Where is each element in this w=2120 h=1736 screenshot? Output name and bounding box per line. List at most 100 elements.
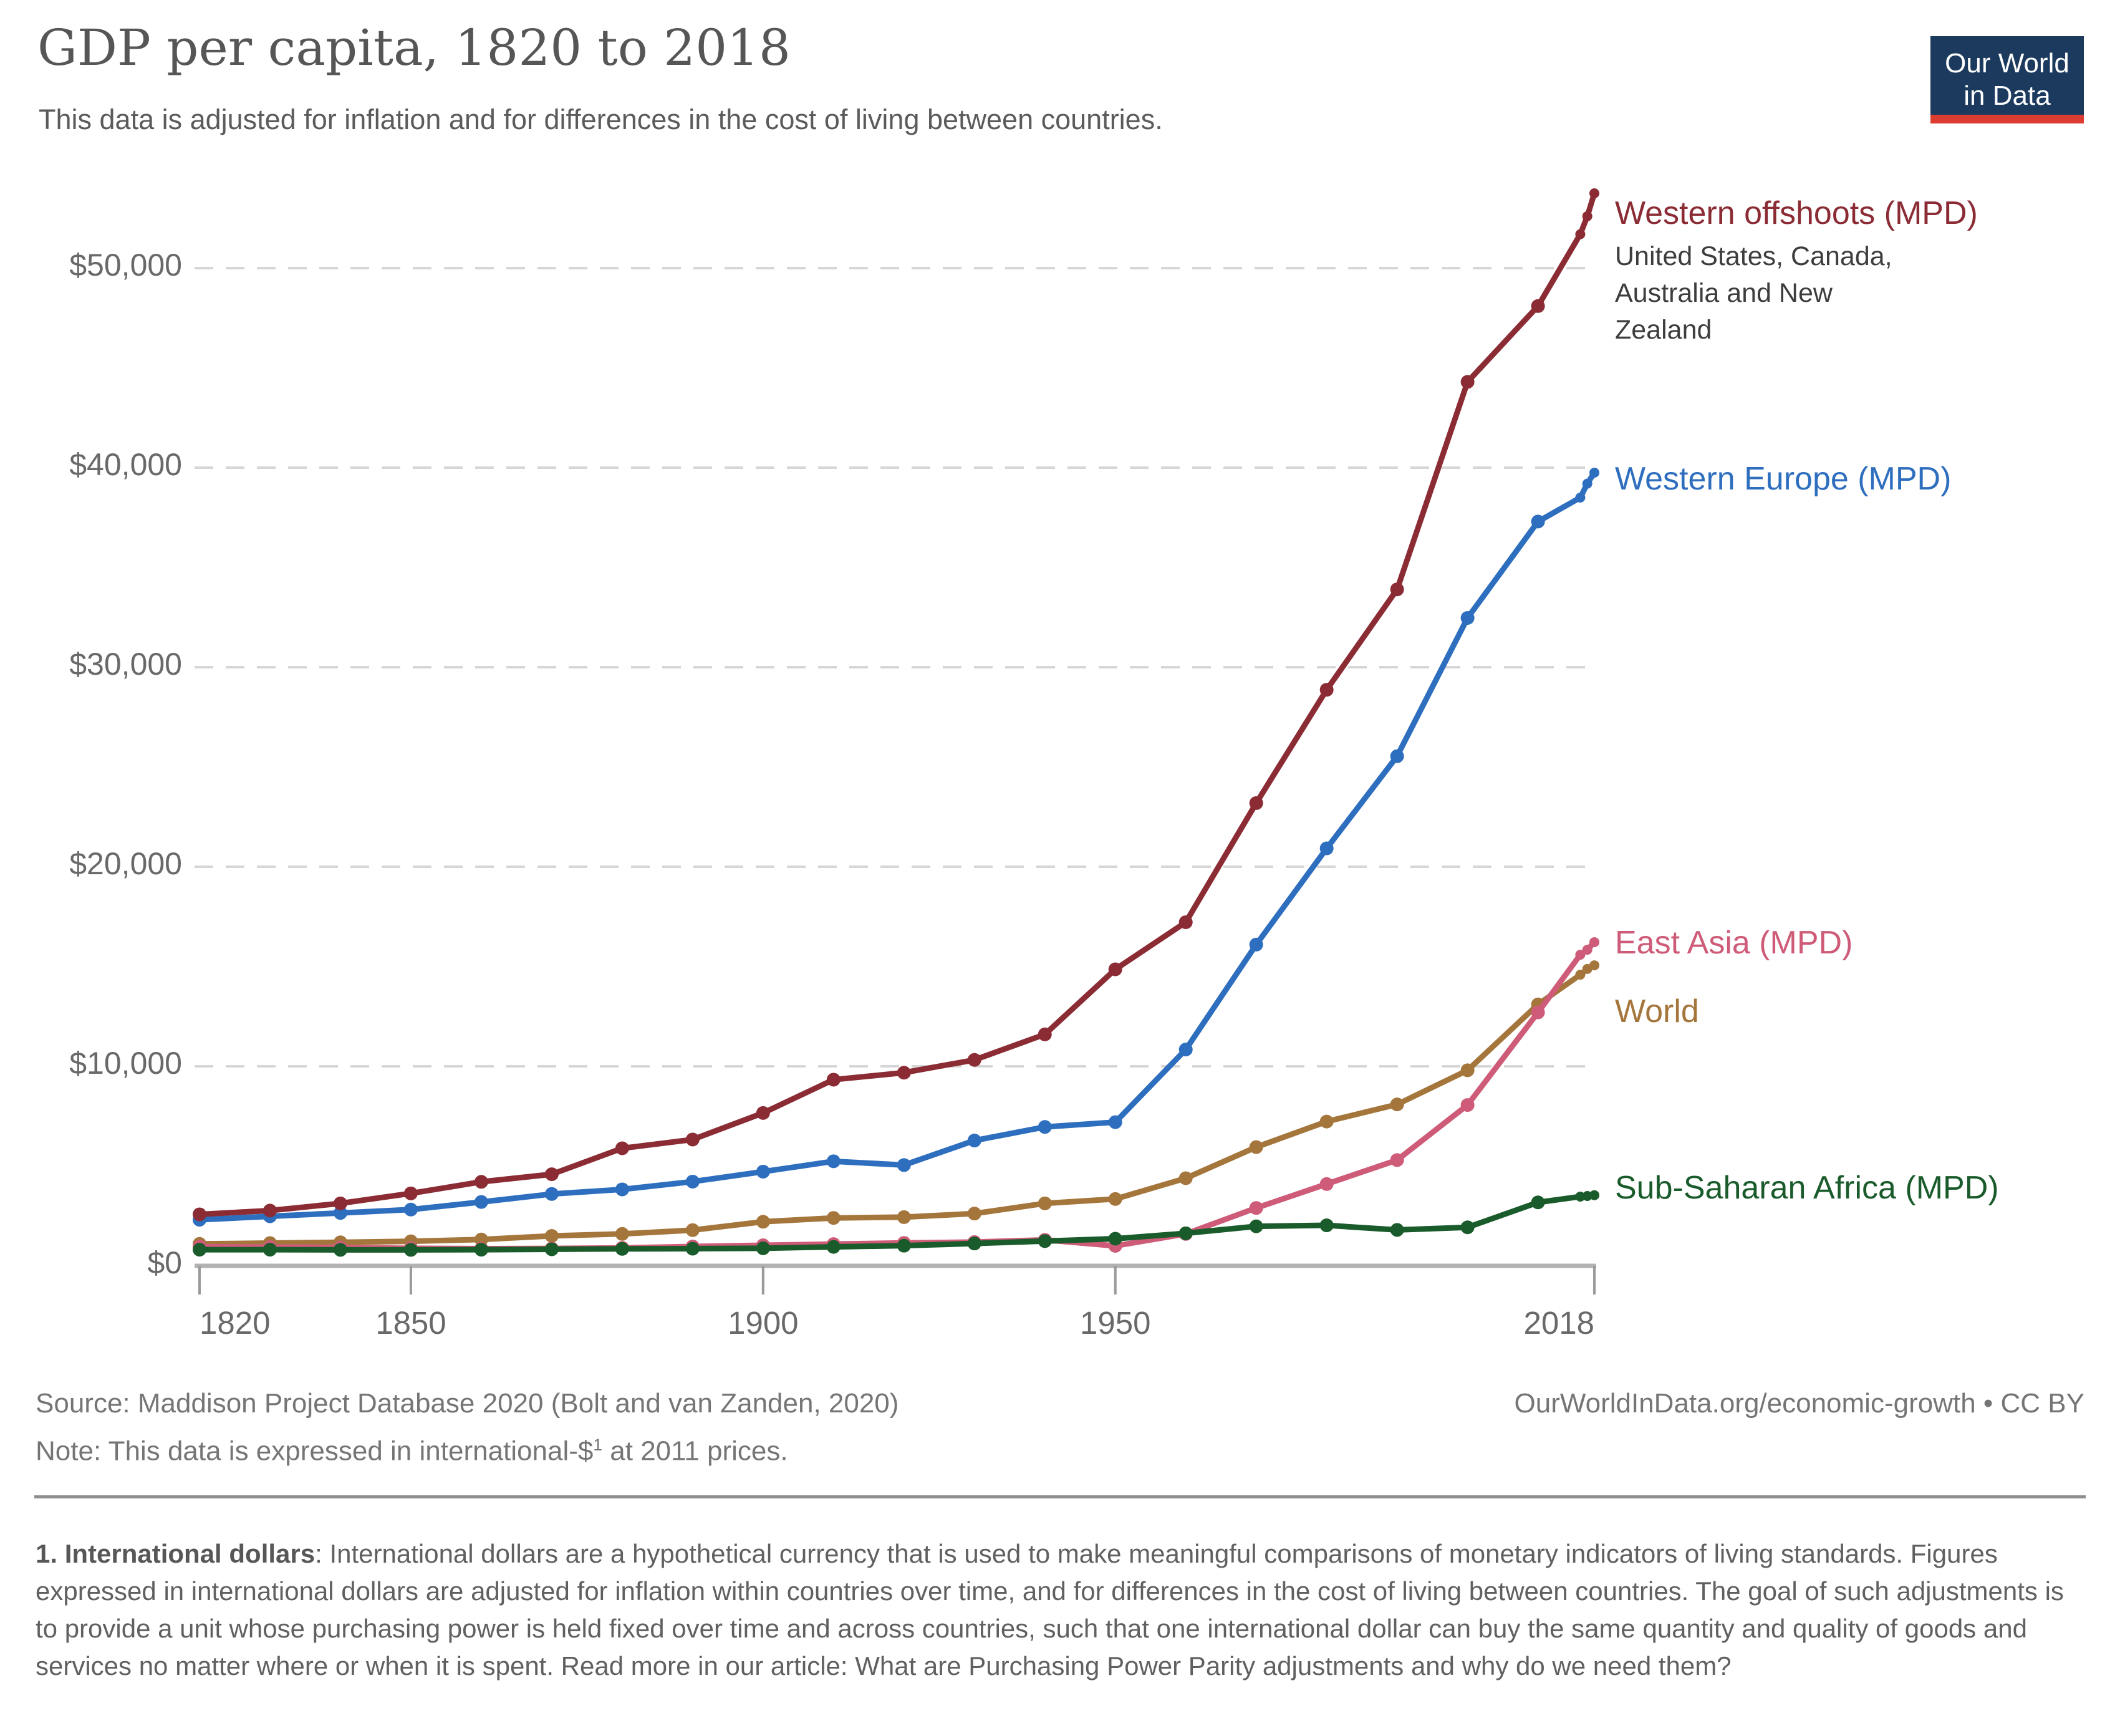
series-point [826,1240,841,1254]
series-point [263,1203,277,1218]
series-point [1460,1220,1475,1235]
series-line-2 [196,939,1597,1251]
series-point [826,1073,841,1087]
series-point [1038,1234,1052,1248]
series-line-4 [196,1192,1597,1253]
series-point [544,1242,559,1256]
series-label-east-asia: East Asia (MPD) [1615,925,1853,961]
series-point [263,1243,277,1257]
series-point [403,1186,418,1200]
series-point [474,1243,488,1257]
series-point [1108,1232,1122,1246]
series-label-world: World [1615,993,1699,1030]
series-point [826,1237,841,1251]
y-axis-tick-label: $40,000 [69,447,182,482]
attribution-link: OurWorldInData.org/economic-growth • CC … [1514,1388,2084,1419]
series-point [1108,1192,1122,1206]
x-axis-tick-label: 1950 [1080,1305,1151,1341]
x-axis-tick-label: 1820 [200,1305,271,1341]
series-point [474,1232,488,1247]
owid-logo-line1: Our World [1945,48,2069,79]
series-point [1589,1190,1599,1200]
series-point [474,1175,488,1189]
series-point [403,1243,418,1257]
series-point [1249,1219,1263,1233]
series-point [826,1154,841,1169]
series-point [1575,493,1586,503]
series-point [1531,997,1545,1011]
series-point [685,1223,700,1237]
footnote-marker: 1 [593,1435,603,1454]
series-point [615,1242,629,1256]
series-point [333,1235,347,1250]
series-point [1575,970,1586,980]
series-point [1319,1177,1334,1191]
series-point [1038,1196,1052,1210]
series-point [1390,1223,1404,1237]
series-point [1249,937,1263,952]
series-point [544,1187,559,1201]
series-point [1582,945,1592,955]
series-point [615,1182,629,1197]
series-sublabel-line: United States, Canada, [1615,241,1892,271]
series-point [1531,514,1545,529]
series-point [1178,1226,1193,1240]
series-point [1531,299,1545,313]
series-point [1249,1140,1263,1154]
series-point [333,1240,347,1255]
series-point [1575,1191,1586,1202]
x-axis-tick-label: 1900 [728,1305,799,1341]
series-point [897,1210,911,1224]
series-point [967,1053,981,1067]
series-point [1249,1201,1263,1215]
series-point [967,1235,981,1249]
series-point [615,1141,629,1155]
series-point [1390,582,1404,597]
series-point [1390,1097,1404,1112]
series-point [1582,963,1592,974]
series-point [1108,962,1122,977]
series-point [967,1237,981,1251]
series-point [1460,1098,1475,1112]
series-sublabel-line: Zealand [1615,315,1712,345]
y-axis-tick-label: $20,000 [69,846,182,881]
series-point [474,1242,488,1256]
series-point [756,1241,770,1255]
series-point [1589,468,1599,478]
series-point [1249,796,1263,810]
y-axis-tick-label: $50,000 [69,248,182,282]
series-point [615,1241,629,1255]
series-point [1319,683,1334,697]
series-point [1575,950,1586,960]
series-point [1038,1120,1052,1134]
series-point [897,1238,911,1253]
source-line: Source: Maddison Project Database 2020 (… [36,1388,899,1419]
series-point [1390,749,1404,763]
series-point [897,1236,911,1250]
series-point [544,1242,559,1256]
series-point [1589,937,1599,947]
x-axis-tick-label: 2018 [1523,1305,1594,1341]
series-point [333,1206,347,1220]
series-point [1390,1153,1404,1167]
series-point [1178,1227,1193,1241]
y-axis-tick-label: $10,000 [69,1046,182,1081]
series-label-text: Western offshoots (MPD) [1615,195,1978,231]
series-point [897,1158,911,1172]
series-point [897,1066,911,1080]
series-point [1582,1191,1592,1201]
series-point [756,1215,770,1229]
series-point [1108,1115,1122,1129]
series-label-western-europe: Western Europe (MPD) [1615,461,1952,497]
series-point [1582,478,1592,489]
series-point [615,1227,629,1241]
series-point [1531,1005,1545,1020]
series-point [474,1195,488,1209]
series-point [193,1243,206,1257]
series-label-western-offshoots: Western offshoots (MPD) United States, C… [1615,195,1978,349]
y-axis-tick-label: $30,000 [69,647,182,682]
series-point [756,1164,770,1179]
series-point [1589,960,1599,971]
series-point [685,1239,700,1253]
